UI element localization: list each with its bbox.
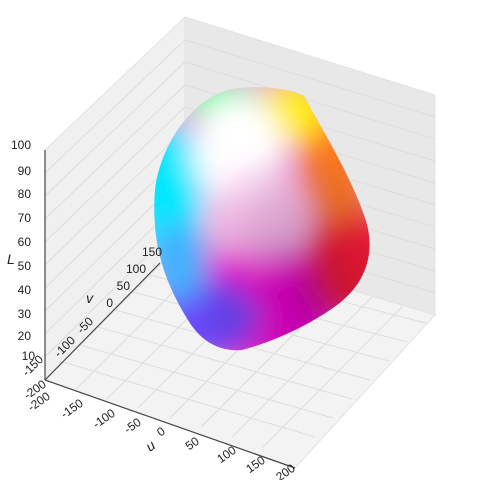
u-axis-title: u xyxy=(143,437,159,455)
l-axis-tick: 40 xyxy=(18,283,32,297)
v-axis-line xyxy=(44,262,161,381)
l-axis-tick: 50 xyxy=(18,259,32,273)
v-axis-title: v xyxy=(86,290,94,306)
u-axis-tick: 50 xyxy=(183,434,202,453)
l-axis-title: L xyxy=(7,251,15,267)
l-axis-tick: 20 xyxy=(18,329,32,343)
v-axis-tick: 50 xyxy=(117,279,131,293)
l-axis-tick: 100 xyxy=(11,138,31,152)
l-axis-tick: 10 xyxy=(22,349,36,363)
l-axis-tick: 80 xyxy=(18,187,32,201)
u-axis-tick: 0 xyxy=(154,424,168,439)
u-axis-tick: -150 xyxy=(58,396,86,421)
l-axis-tick: 70 xyxy=(18,211,32,225)
v-axis-tick: 150 xyxy=(142,245,162,259)
l-axis-tick: 60 xyxy=(18,235,32,249)
gamut-shading xyxy=(154,87,370,351)
u-axis-line xyxy=(44,379,296,469)
gamut-solid xyxy=(154,87,370,351)
axis-lines xyxy=(44,150,296,469)
l-axis-tick: 30 xyxy=(18,307,32,321)
v-axis-tick: 100 xyxy=(126,262,146,276)
u-axis-tick: -50 xyxy=(121,415,144,437)
v-axis-tick: 0 xyxy=(106,296,113,310)
l-axis-tick: 90 xyxy=(18,164,32,178)
l-axis: 100 90 80 70 60 50 40 30 20 10 L xyxy=(7,138,35,363)
u-axis-tick: -100 xyxy=(90,406,118,431)
